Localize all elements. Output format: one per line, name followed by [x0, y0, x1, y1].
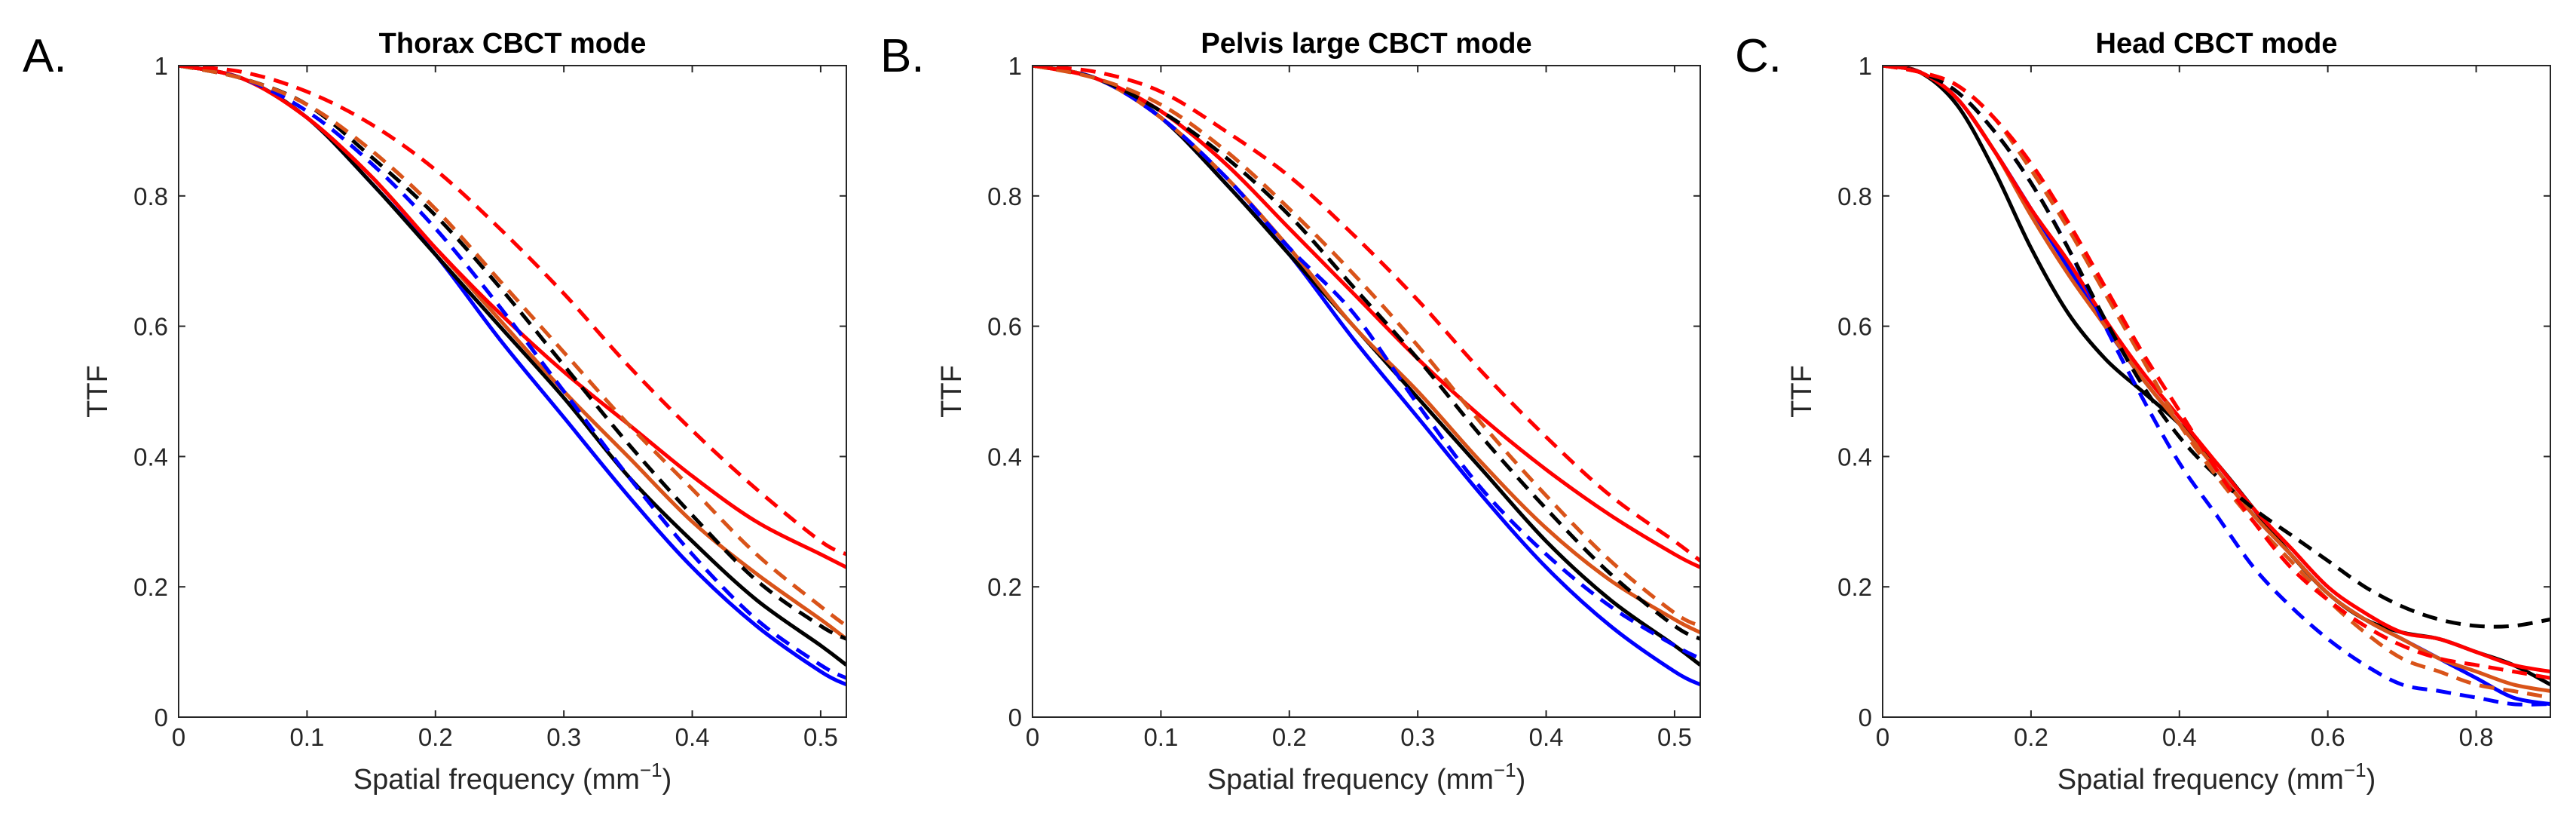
x-tick-label: 0.3 [1400, 723, 1435, 751]
x-axis-label-close: ) [2366, 764, 2376, 796]
axes-box [1032, 65, 1701, 718]
series-line-orange-solid [1883, 66, 2550, 693]
series-line-red-dashed [1033, 66, 1700, 563]
x-tick-label: 0.6 [2311, 723, 2345, 751]
y-tick-label: 0.6 [987, 313, 1022, 341]
x-tick-label: 0.2 [2014, 723, 2048, 751]
series-line-orange-dashed [179, 66, 846, 627]
y-tick-label: 0.2 [133, 573, 168, 601]
y-tick-label: 0.4 [987, 443, 1022, 471]
x-axis-label-text: Spatial frequency (mm [2057, 764, 2344, 796]
x-tick-label: 0.1 [289, 723, 324, 751]
x-tick-label: 0.4 [2162, 723, 2197, 751]
axes-box [1882, 65, 2551, 718]
chart-title: Head CBCT mode [2096, 28, 2338, 60]
series-line-orange-solid [1033, 66, 1700, 634]
x-axis-label: Spatial frequency (mm−1) [353, 759, 672, 796]
panel-pelvis-large: Pelvis large CBCT mode 0 0.1 0.2 0.3 0.4 0.5 0 0… [936, 28, 1701, 796]
y-tick-label: 0.6 [1837, 313, 1872, 341]
x-axis-label-exponent: −1 [2344, 759, 2366, 781]
y-tick-label: 0.4 [1837, 443, 1872, 471]
x-axis-label-close: ) [1516, 764, 1526, 796]
panel-head: Head CBCT mode 0 0.2 0.4 0.6 0.8 0 0.2 0.4 0.6 0.8… [1786, 28, 2551, 796]
series-line-blue-dashed [1033, 66, 1700, 661]
x-tick-label: 0.5 [1657, 723, 1692, 751]
x-tick-label: 0.4 [675, 723, 710, 751]
x-axis-label: Spatial frequency (mm−1) [2057, 759, 2376, 796]
x-axis-label-close: ) [662, 764, 672, 796]
x-axis-label-text: Spatial frequency (mm [353, 764, 640, 796]
x-tick-label: 0 [1026, 723, 1039, 751]
series-line-black-dashed [1033, 66, 1700, 641]
series-group [1033, 66, 1700, 687]
y-axis-label: TTF [1786, 365, 1818, 418]
y-tick-label: 0.8 [987, 182, 1022, 210]
y-axis-label: TTF [936, 365, 968, 418]
series-line-red-solid [1883, 66, 2550, 673]
y-tick-label: 0.8 [133, 182, 168, 210]
y-tick-label: 1 [154, 52, 168, 80]
series-line-blue-dashed [1883, 66, 2550, 707]
x-tick-label: 0.1 [1143, 723, 1178, 751]
chart-title: Pelvis large CBCT mode [1201, 28, 1531, 60]
series-line-orange-dashed [1033, 66, 1700, 628]
x-tick-label: 0 [172, 723, 185, 751]
series-line-blue-solid [1883, 66, 2550, 707]
x-tick-label: 0.2 [1272, 723, 1307, 751]
y-tick-label: 1 [1859, 52, 1872, 80]
x-axis-label-exponent: −1 [1494, 759, 1516, 781]
y-tick-label: 0.6 [133, 313, 168, 341]
y-tick-label: 0.2 [987, 573, 1022, 601]
series-line-blue-dashed [179, 66, 846, 680]
y-tick-label: 0.2 [1837, 573, 1872, 601]
x-axis-label-exponent: −1 [640, 759, 662, 781]
y-tick-label: 1 [1008, 52, 1022, 80]
series-line-black-dashed [1883, 66, 2550, 629]
x-tick-label: 0.4 [1529, 723, 1564, 751]
y-tick-label: 0 [1008, 704, 1022, 731]
y-tick-label: 0 [1859, 704, 1872, 731]
x-tick-label: 0.2 [418, 723, 453, 751]
series-line-black-solid [1883, 66, 2550, 687]
chart-title: Thorax CBCT mode [379, 28, 647, 60]
panel-thorax: Thorax CBCT mode 0 0.1 0.2 0.3 0.4 0.5 0 0.2 0.4 0… [82, 28, 847, 796]
series-group [179, 66, 846, 687]
series-line-red-solid [1033, 66, 1700, 569]
panel-letter-c: C. [1735, 30, 1782, 82]
x-axis-label-text: Spatial frequency (mm [1207, 764, 1494, 796]
series-group [1883, 66, 2550, 707]
y-tick-label: 0 [154, 704, 168, 731]
x-tick-label: 0.3 [546, 723, 581, 751]
x-tick-label: 0.8 [2459, 723, 2494, 751]
axes-box [178, 65, 847, 718]
panel-letter-a: A. [23, 30, 67, 82]
y-tick-label: 0.4 [133, 443, 168, 471]
y-axis-label: TTF [82, 365, 114, 418]
series-line-red-dashed [1883, 66, 2550, 680]
x-tick-label: 0 [1876, 723, 1889, 751]
series-line-black-solid [179, 66, 846, 667]
series-line-red-dashed [179, 66, 846, 557]
series-line-orange-dashed [1883, 66, 2550, 700]
x-axis-label: Spatial frequency (mm−1) [1207, 759, 1525, 796]
series-line-red-solid [179, 66, 846, 569]
x-tick-label: 0.5 [803, 723, 838, 751]
panel-letter-b: B. [880, 30, 925, 82]
y-tick-label: 0.8 [1837, 182, 1872, 210]
